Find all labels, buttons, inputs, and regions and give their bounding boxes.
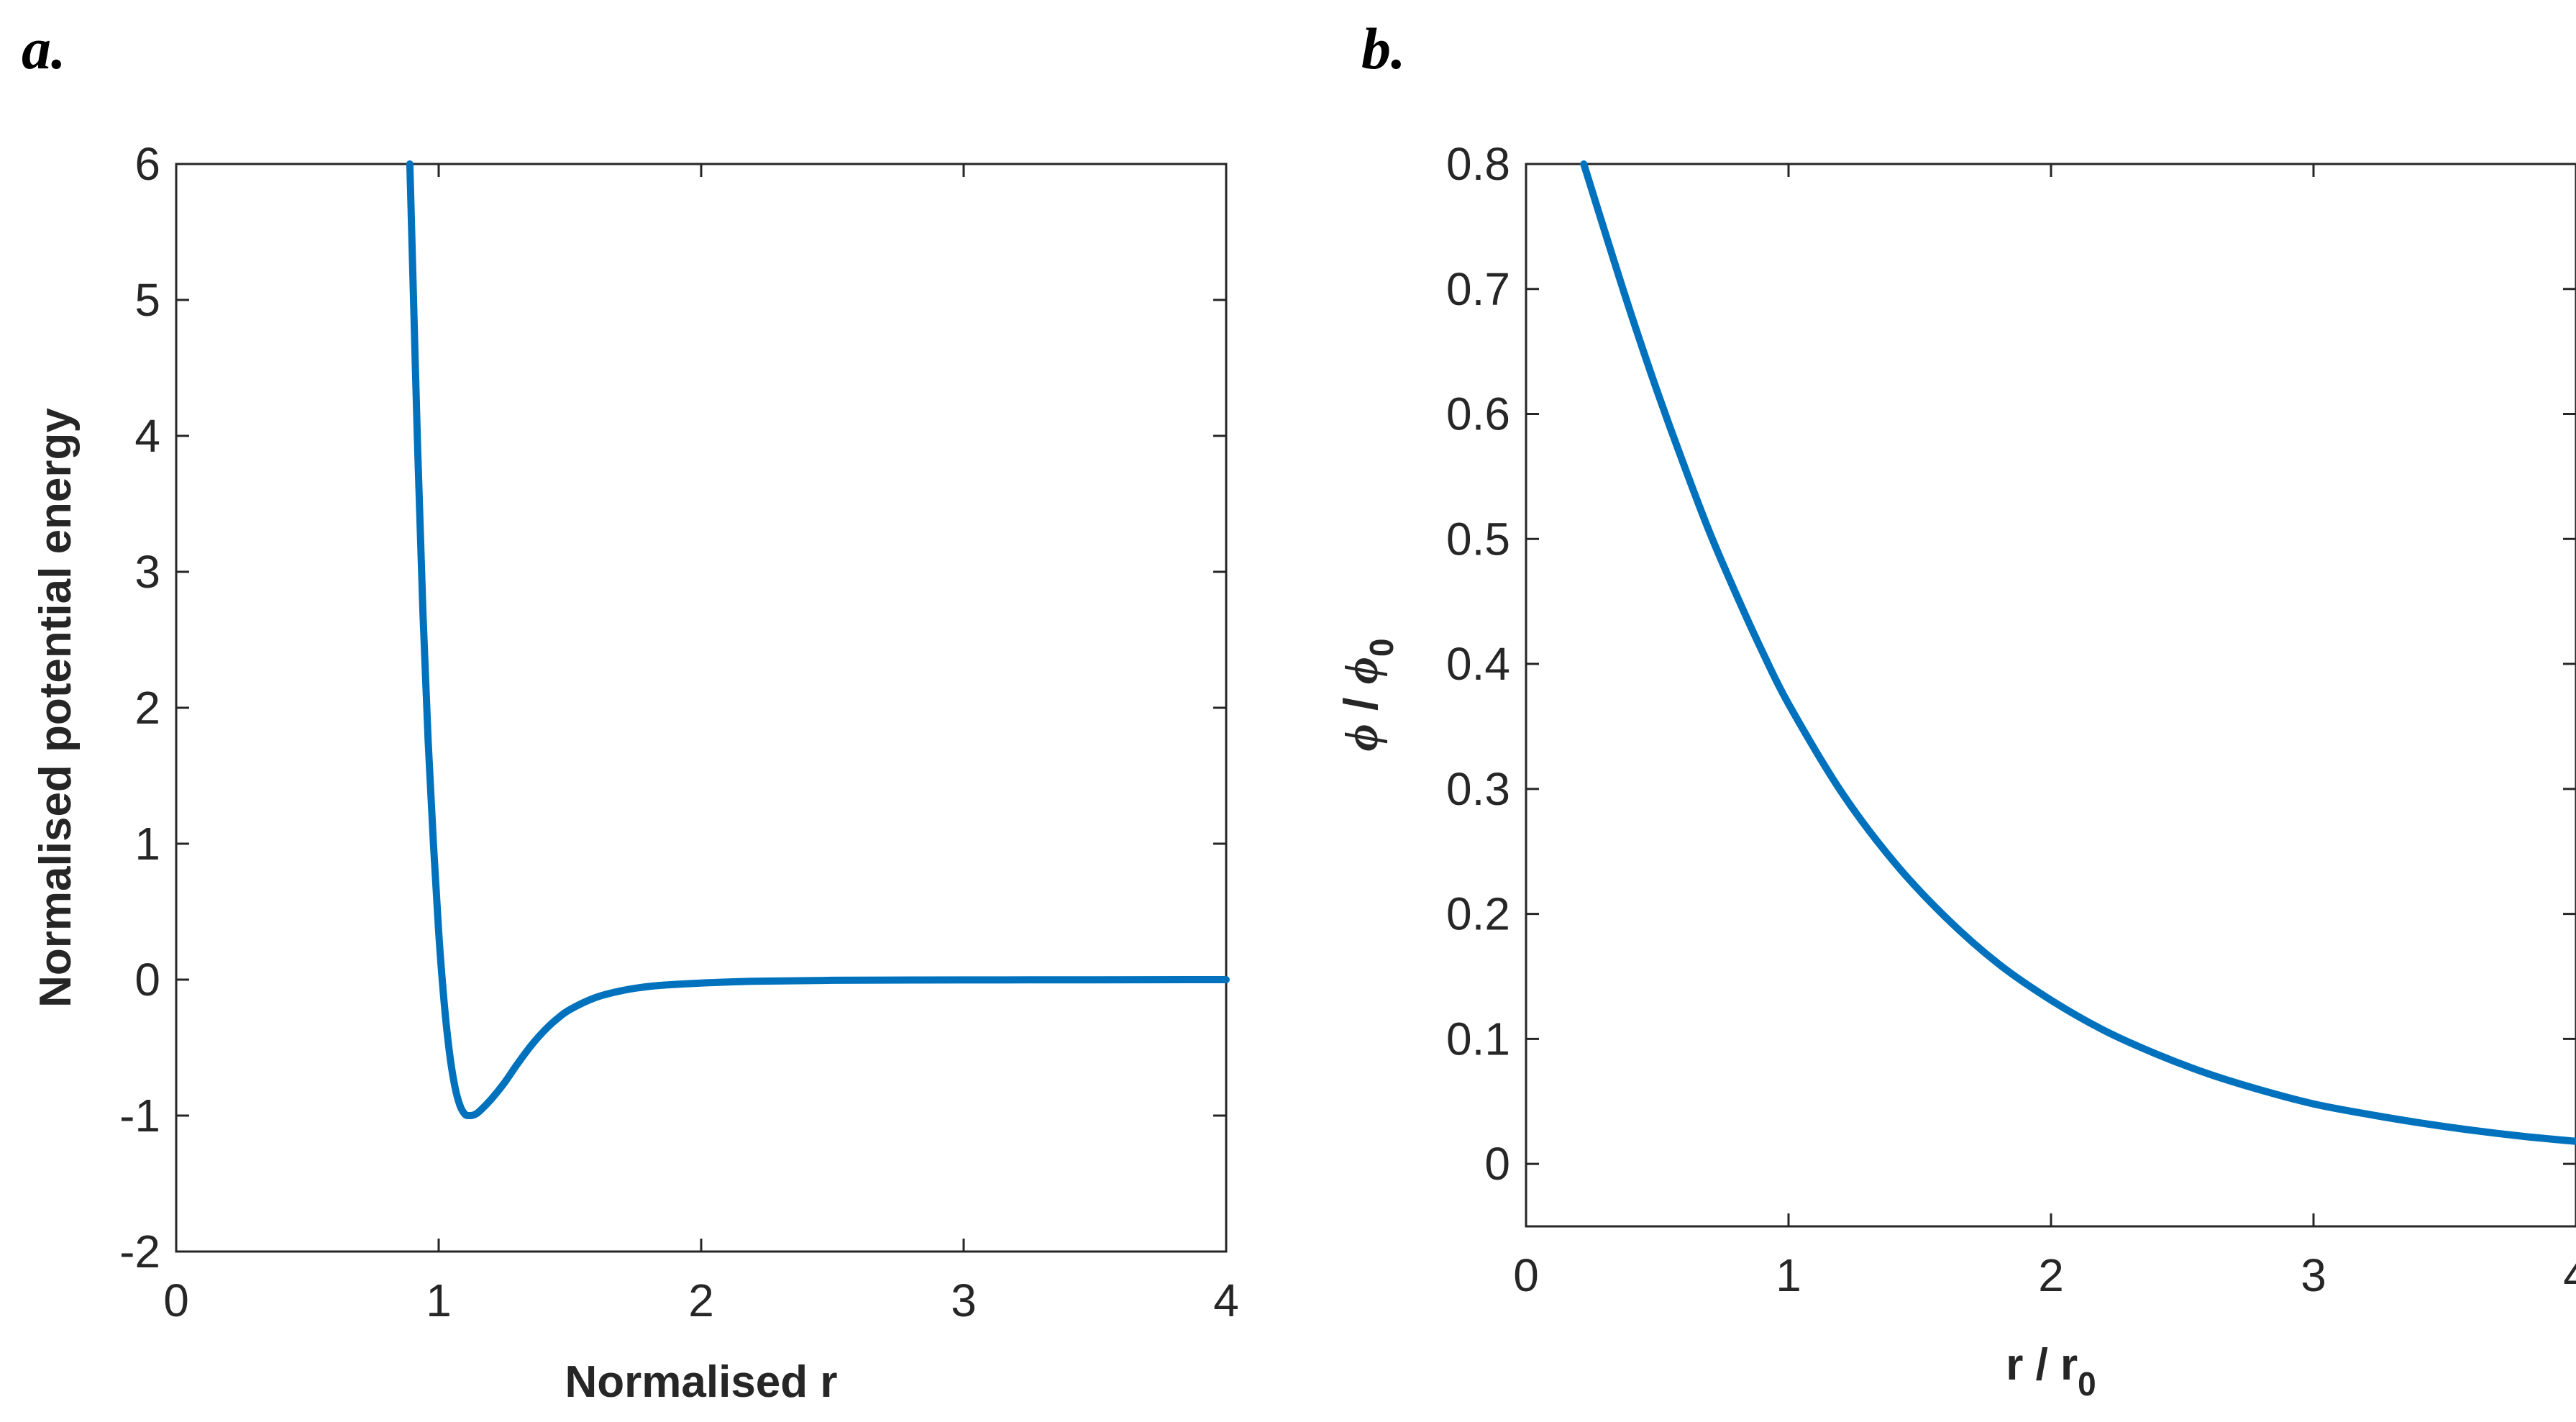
series-line-phi-ratio bbox=[1580, 160, 2576, 1145]
y-tick-label: 0.8 bbox=[1446, 138, 1510, 190]
y-tick-label: 0.7 bbox=[1446, 263, 1510, 315]
plot-frame-a bbox=[175, 163, 1228, 1253]
x-axis-label-subscript: 0 bbox=[2078, 1365, 2096, 1403]
tick-marks-a bbox=[175, 163, 1228, 1253]
y-tick-labels-a: -2 -1 0 1 2 3 4 5 6 bbox=[119, 138, 160, 1277]
panel-label-a: a. bbox=[22, 16, 66, 81]
y-tick-label: 2 bbox=[134, 682, 160, 734]
x-tick-label: 2 bbox=[688, 1275, 714, 1326]
y-axis-label-subscript: 0 bbox=[1363, 638, 1400, 657]
y-tick-label: 0.1 bbox=[1446, 1013, 1510, 1065]
plot-frame-b bbox=[1525, 163, 2576, 1228]
y-tick-label: 0 bbox=[1484, 1138, 1510, 1190]
y-tick-label: 1 bbox=[134, 818, 160, 870]
y-axis-label-phi: ϕ bbox=[1335, 724, 1388, 751]
y-tick-labels-b: 0 0.1 0.2 0.3 0.4 0.5 0.6 0.7 0.8 bbox=[1446, 138, 1510, 1190]
panel-a: a. -2 -1 0 1 2 3 4 5 6 0 1 2 3 4 Normali… bbox=[22, 16, 1239, 1407]
x-tick-label: 3 bbox=[2301, 1249, 2326, 1301]
x-axis-label-b: r / r0 bbox=[2006, 1340, 2096, 1403]
x-tick-label: 2 bbox=[2038, 1249, 2064, 1301]
panel-b: b. 0 0.1 0.2 0.3 0.4 0.5 0.6 0.7 0.8 0 1… bbox=[1334, 16, 2576, 1403]
y-tick-label: 0.3 bbox=[1446, 763, 1510, 815]
x-tick-label: 4 bbox=[2563, 1249, 2576, 1301]
y-tick-label: 5 bbox=[134, 274, 160, 326]
y-tick-label: 0 bbox=[134, 954, 160, 1006]
panel-label-b: b. bbox=[1361, 16, 1406, 81]
x-tick-label: 4 bbox=[1213, 1275, 1239, 1326]
y-tick-label: 4 bbox=[134, 410, 160, 462]
y-tick-label: 3 bbox=[134, 546, 160, 598]
x-tick-label: 0 bbox=[1513, 1249, 1539, 1301]
y-tick-label: 6 bbox=[134, 138, 160, 190]
tick-marks-b bbox=[1525, 163, 2576, 1226]
y-tick-label: -1 bbox=[119, 1090, 160, 1141]
y-tick-label: 0.5 bbox=[1446, 513, 1510, 565]
x-tick-label: 1 bbox=[426, 1275, 452, 1326]
x-axis-label-a: Normalised r bbox=[565, 1357, 837, 1407]
y-tick-label: -2 bbox=[119, 1226, 160, 1277]
x-axis-label-base: r / r bbox=[2006, 1340, 2078, 1390]
y-tick-label: 0.6 bbox=[1446, 388, 1510, 440]
y-axis-label-separator: / bbox=[1334, 684, 1387, 724]
x-tick-label: 0 bbox=[163, 1275, 189, 1326]
series-line-potential-energy bbox=[406, 160, 1230, 1120]
y-tick-label: 0.4 bbox=[1446, 638, 1510, 690]
x-tick-labels-b: 0 1 2 3 4 bbox=[1513, 1249, 2576, 1301]
y-tick-label: 0.2 bbox=[1446, 888, 1510, 940]
x-tick-labels-a: 0 1 2 3 4 bbox=[163, 1275, 1239, 1326]
x-tick-label: 1 bbox=[1776, 1249, 1801, 1301]
y-axis-label-phi0: ϕ bbox=[1335, 657, 1388, 684]
y-axis-label-a: Normalised potential energy bbox=[31, 408, 81, 1008]
y-axis-label-b: ϕ / ϕ0 bbox=[1334, 638, 1400, 751]
x-tick-label: 3 bbox=[951, 1275, 977, 1326]
